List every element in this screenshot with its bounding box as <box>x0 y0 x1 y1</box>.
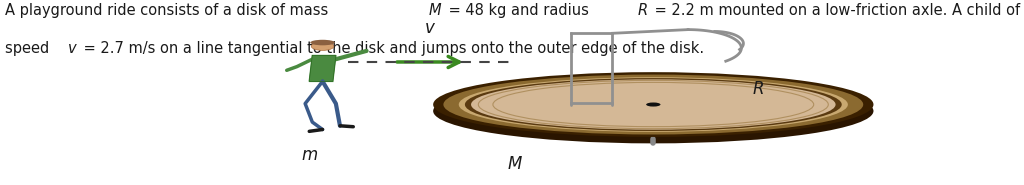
Text: $v$: $v$ <box>424 19 436 37</box>
Text: = 2.2 m mounted on a low-friction axle. A child of mass: = 2.2 m mounted on a low-friction axle. … <box>650 3 1024 18</box>
Ellipse shape <box>443 75 863 134</box>
Text: R: R <box>637 3 647 18</box>
Text: A playground ride consists of a disk of mass: A playground ride consists of a disk of … <box>5 3 333 18</box>
Ellipse shape <box>310 40 335 45</box>
Text: $R$: $R$ <box>752 80 764 98</box>
Text: = 48 kg and radius: = 48 kg and radius <box>444 3 594 18</box>
Text: speed: speed <box>5 41 54 56</box>
Text: $m$: $m$ <box>301 146 317 164</box>
Ellipse shape <box>311 42 334 50</box>
Text: $M$: $M$ <box>507 155 523 173</box>
Ellipse shape <box>465 78 842 131</box>
Ellipse shape <box>459 77 848 132</box>
Ellipse shape <box>433 79 873 143</box>
Polygon shape <box>309 56 336 81</box>
Text: v: v <box>69 41 77 56</box>
Text: = 2.7 m/s on a line tangential to the disk and jumps onto the outer edge of the : = 2.7 m/s on a line tangential to the di… <box>79 41 705 56</box>
Ellipse shape <box>646 102 660 107</box>
Ellipse shape <box>471 79 836 130</box>
Ellipse shape <box>433 72 873 137</box>
Text: M: M <box>428 3 440 18</box>
